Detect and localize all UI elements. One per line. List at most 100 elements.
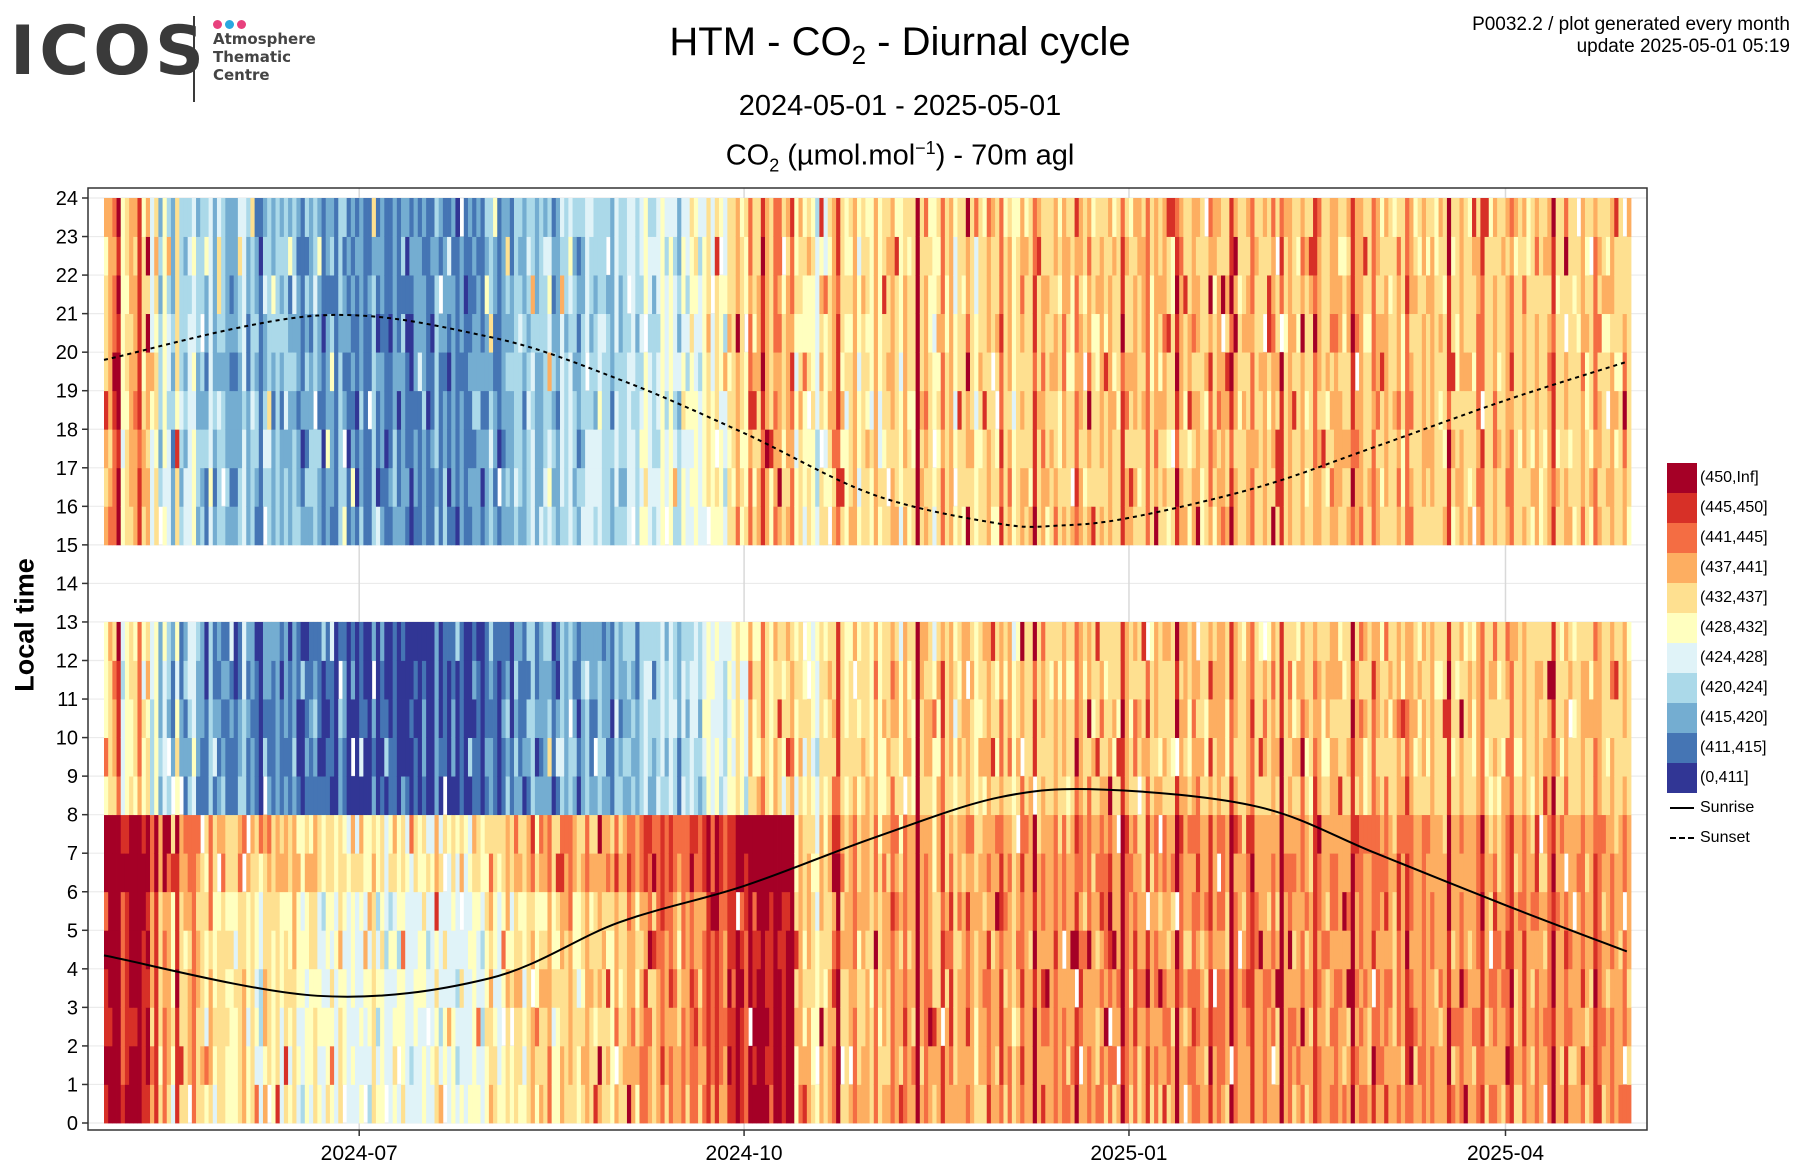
heatmap-cell — [246, 737, 251, 777]
heatmap-cell — [953, 1045, 958, 1085]
heatmap-cell — [848, 621, 854, 661]
heatmap-cell — [739, 467, 745, 507]
heatmap-cell — [597, 737, 603, 777]
heatmap-cell — [216, 429, 222, 469]
heatmap-cell — [982, 891, 988, 931]
heatmap-cell — [242, 621, 247, 661]
heatmap-cell — [380, 467, 385, 507]
heatmap-cell — [555, 660, 561, 700]
heatmap-cell — [1041, 429, 1046, 469]
heatmap-cell — [120, 506, 126, 546]
heatmap-cell — [626, 198, 632, 237]
heatmap-cell — [518, 429, 523, 469]
heatmap-cell — [501, 352, 507, 392]
heatmap-cell — [689, 236, 695, 276]
heatmap-cell — [396, 968, 402, 1008]
heatmap-cell — [635, 776, 640, 816]
heatmap-cell — [693, 660, 699, 700]
heatmap-cell — [543, 275, 548, 315]
heatmap-cell — [978, 814, 983, 854]
heatmap-cell — [522, 776, 527, 816]
heatmap-cell — [999, 506, 1004, 546]
heatmap-cell — [999, 467, 1004, 507]
heatmap-cell — [162, 1084, 168, 1124]
heatmap-cell — [844, 352, 850, 392]
heatmap-cell — [685, 814, 691, 854]
heatmap-cell — [689, 275, 695, 315]
heatmap-cell — [852, 236, 858, 276]
heatmap-cell — [852, 968, 858, 1008]
heatmap-cell — [129, 968, 134, 1008]
heatmap-cell — [580, 467, 586, 507]
heatmap-cell — [735, 621, 741, 661]
heatmap-cell — [1028, 621, 1034, 661]
heatmap-cell — [262, 814, 268, 854]
heatmap-cell — [639, 930, 645, 970]
heatmap-cell — [292, 275, 297, 315]
heatmap-cell — [760, 621, 766, 661]
heatmap-cell — [723, 198, 728, 237]
heatmap-cell — [601, 1045, 607, 1085]
heatmap-cell — [765, 776, 770, 816]
heatmap-cell — [714, 699, 720, 738]
heatmap-cell — [919, 467, 925, 507]
heatmap-cell — [472, 930, 477, 970]
heatmap-cell — [986, 1045, 992, 1085]
heatmap-cell — [890, 198, 896, 237]
heatmap-cell — [1032, 1084, 1038, 1124]
heatmap-cell — [367, 891, 373, 931]
heatmap-cell — [944, 621, 950, 661]
heatmap-cell — [233, 660, 239, 700]
heatmap-cell — [932, 1084, 937, 1124]
heatmap-cell — [647, 275, 653, 315]
heatmap-cell — [505, 1007, 511, 1047]
heatmap-cell — [267, 1045, 272, 1085]
heatmap-cell — [919, 275, 925, 315]
heatmap-cell — [652, 853, 657, 893]
heatmap-cell — [660, 1084, 665, 1124]
heatmap-cell — [162, 275, 168, 315]
heatmap-cell — [534, 1007, 540, 1047]
heatmap-cell — [727, 275, 732, 315]
heatmap-cell — [953, 198, 958, 237]
heatmap-cell — [777, 621, 783, 661]
heatmap-cell — [426, 429, 431, 469]
heatmap-cell — [643, 660, 649, 700]
heatmap-cell — [647, 814, 653, 854]
heatmap-cell — [472, 853, 477, 893]
heatmap-cell — [631, 660, 636, 700]
heatmap-cell — [1024, 853, 1029, 893]
heatmap-cell — [534, 467, 540, 507]
heatmap-cell — [739, 776, 745, 816]
heatmap-cell — [355, 930, 360, 970]
heatmap-cell — [321, 1007, 327, 1047]
heatmap-cell — [179, 853, 184, 893]
heatmap-cell — [505, 814, 511, 854]
heatmap-cell — [794, 699, 799, 738]
heatmap-cell — [317, 891, 322, 931]
heatmap-cell — [313, 891, 318, 931]
heatmap-cell — [568, 236, 573, 276]
heatmap-cell — [426, 699, 431, 738]
heatmap-cell — [430, 814, 435, 854]
heatmap-cell — [580, 506, 586, 546]
heatmap-cell — [1036, 699, 1042, 738]
heatmap-cell — [179, 814, 184, 854]
heatmap-cell — [179, 1045, 184, 1085]
heatmap-cell — [317, 814, 322, 854]
heatmap-cell — [380, 737, 385, 777]
heatmap-cell — [819, 1045, 824, 1085]
heatmap-cell — [723, 390, 728, 430]
heatmap-cell — [580, 236, 586, 276]
heatmap-cell — [175, 275, 180, 315]
heatmap-cell — [790, 968, 795, 1008]
heatmap-cell — [781, 968, 787, 1008]
heatmap-cell — [363, 699, 368, 738]
heatmap-cell — [421, 275, 427, 315]
heatmap-cell — [815, 621, 820, 661]
heatmap-cell — [1024, 313, 1029, 353]
heatmap-cell — [271, 621, 276, 661]
heatmap-cell — [560, 390, 565, 430]
heatmap-cell — [363, 776, 368, 816]
heatmap-cell — [509, 891, 515, 931]
